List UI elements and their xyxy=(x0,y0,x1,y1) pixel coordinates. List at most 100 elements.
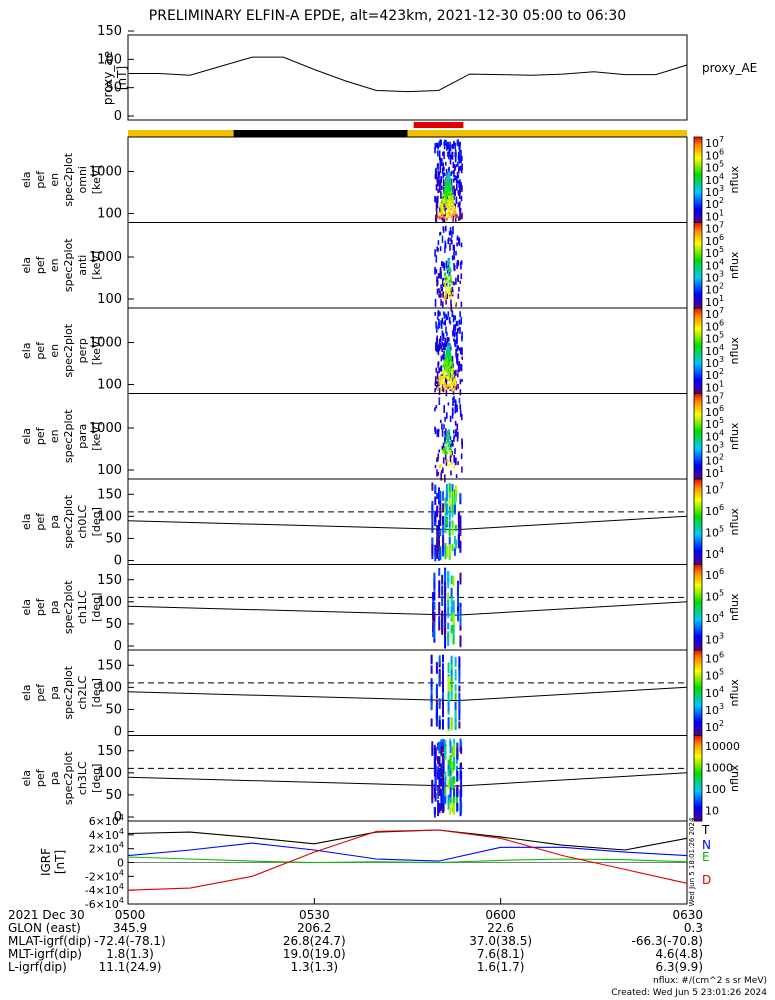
pa-pixel xyxy=(444,621,447,632)
spec-blob-pixel xyxy=(440,382,443,386)
spec-pixel xyxy=(457,151,460,159)
spec-blob-pixel xyxy=(440,206,443,210)
pa-3-colorbar-label: 10000 xyxy=(705,740,740,753)
ephemeris-value: 206.2 xyxy=(297,921,332,935)
spec-blob-pixel xyxy=(451,370,454,374)
spec-blob-pixel xyxy=(447,207,450,211)
spec-pixel xyxy=(438,397,441,406)
spec-pixel xyxy=(438,288,440,293)
spec-pixel xyxy=(449,455,452,463)
spec-pixel xyxy=(454,142,457,150)
pa-1-ylabel-line: pef xyxy=(34,597,47,616)
spec-pixel xyxy=(449,141,451,146)
spec-pixel xyxy=(441,428,444,437)
pa-0-colorbar-cell xyxy=(694,506,702,510)
spec-pixel xyxy=(443,139,446,147)
pa-3-colorbar-cell xyxy=(694,769,702,773)
pa-pixel xyxy=(448,520,451,527)
ephemeris-value: 22.6 xyxy=(487,921,515,935)
spec-pixel xyxy=(443,350,445,359)
pa-pixel xyxy=(438,671,441,680)
pa-2-colorbar-label: 103 xyxy=(705,702,724,717)
created-note: Created: Wed Jun 5 23:01:26 2024 xyxy=(611,988,767,998)
spec-3-colorbar-cell xyxy=(694,459,702,463)
spec-pixel xyxy=(440,285,443,292)
spec-pixel xyxy=(442,226,445,231)
spec-pixel xyxy=(442,277,444,283)
ephemeris-label: MLT-igrf(dip) xyxy=(8,947,82,961)
spec-3-colorbar-cell xyxy=(694,427,702,431)
pa-ytick-label: 150 xyxy=(97,658,122,673)
pa-pixel xyxy=(439,548,442,559)
spec-pixel xyxy=(458,326,461,331)
spec-2-colorbar-cell xyxy=(694,387,702,390)
spec-2-colorbar-cell xyxy=(694,340,702,343)
pa-panel-3: 0 50 100 150 xyxy=(97,735,688,825)
spec-pixel xyxy=(454,217,457,222)
spec-2-colorbar-cell xyxy=(694,314,702,318)
spec-0-colorbar-cell xyxy=(694,171,702,174)
pa-pixel xyxy=(457,611,459,622)
spec-pixel xyxy=(443,166,445,171)
pa-pixel xyxy=(450,655,453,665)
pa-2-colorbar-cell xyxy=(694,716,702,719)
pa-pixel xyxy=(434,496,437,505)
pa-0-colorbar-cell xyxy=(694,547,702,551)
pa-2-ylabel-line: ela xyxy=(20,684,33,701)
spec-pixel xyxy=(445,326,447,334)
spec-pixel xyxy=(456,235,459,240)
spec-blob-pixel xyxy=(440,210,443,214)
spec-pixel xyxy=(457,260,459,266)
spec-pixel xyxy=(456,183,458,191)
spec-blob-pixel xyxy=(446,459,449,463)
pa-pixel xyxy=(442,693,444,704)
spec-pixel xyxy=(447,141,449,150)
spec-pixel xyxy=(450,178,453,185)
spec-pixel xyxy=(461,378,463,382)
pa-pixel xyxy=(439,514,442,527)
spec-pixel xyxy=(452,388,455,395)
spec-blob-pixel xyxy=(448,192,451,196)
spec-blob-pixel xyxy=(439,204,442,208)
spec-blob-pixel xyxy=(449,356,452,360)
spec-ytick-label: 100 xyxy=(97,378,122,393)
pa-2-ylabel-line: pa xyxy=(48,686,61,700)
spec-2-ylabel-line: en xyxy=(48,344,61,358)
pa-1-colorbar-cell xyxy=(694,566,702,570)
spec-pixel xyxy=(444,319,447,326)
pa-2-colorbar-cell xyxy=(694,711,702,715)
pa-0-colorbar-cell xyxy=(694,500,702,504)
spec-1-colorbar-cell xyxy=(694,275,702,279)
pa-pixel xyxy=(432,592,435,600)
pa-pixel xyxy=(444,512,447,525)
spec-pixel xyxy=(438,180,441,186)
pa-pixel xyxy=(448,504,451,513)
spec-pixel xyxy=(459,280,461,284)
spec-blob-pixel xyxy=(448,292,451,296)
spec-pixel xyxy=(441,317,444,324)
pa-pixel xyxy=(459,572,462,585)
pa-pixel xyxy=(456,765,458,776)
ephemeris-value: 0500 xyxy=(114,908,146,922)
spec-3-colorbar-cell xyxy=(694,402,702,405)
spec-2-colorbar-cell xyxy=(694,378,702,382)
pa-0-colorbar-cell xyxy=(694,523,702,527)
pa-pixel xyxy=(450,596,453,606)
spec-pixel xyxy=(451,170,453,175)
spec-blob-pixel xyxy=(448,287,451,291)
pa-pixel xyxy=(454,524,457,532)
spec-1-colorbar-cell xyxy=(694,246,702,249)
spec-pixel xyxy=(455,405,458,410)
pa-panel-1: 0 50 100 150 xyxy=(97,564,688,654)
pa-1-ylabel-line: spec2plot xyxy=(62,580,75,634)
spec-pixel xyxy=(455,321,458,327)
pa-2-colorbar-cell xyxy=(694,652,702,655)
pa-pixel xyxy=(453,757,456,769)
spec-pixel xyxy=(443,262,446,271)
pa-panel-frame xyxy=(127,649,688,736)
spec-0-colorbar-cell xyxy=(694,188,702,191)
spec-3-colorbar-label: 107 xyxy=(705,392,724,407)
spec-pixel xyxy=(434,143,436,150)
pa-2-colorbar-cell xyxy=(694,664,702,668)
pa-pixel xyxy=(442,654,444,663)
